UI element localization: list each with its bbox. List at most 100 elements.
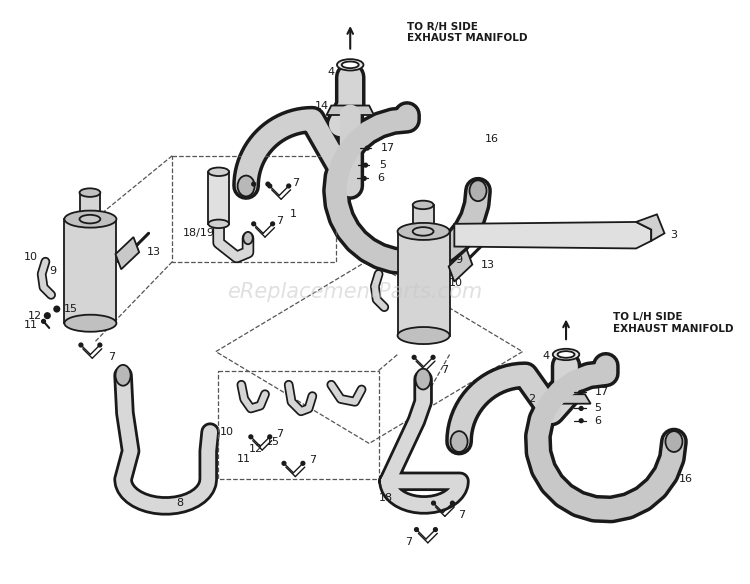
Ellipse shape	[337, 59, 364, 71]
Ellipse shape	[398, 223, 449, 240]
Text: 9: 9	[50, 266, 56, 276]
Text: 7: 7	[309, 456, 316, 465]
Text: 11: 11	[24, 320, 38, 330]
Text: 15: 15	[64, 304, 77, 314]
Circle shape	[579, 391, 583, 394]
Text: 3: 3	[670, 230, 677, 240]
Polygon shape	[542, 394, 591, 404]
Circle shape	[365, 146, 369, 150]
Ellipse shape	[64, 315, 116, 332]
Text: 2: 2	[529, 394, 536, 404]
Circle shape	[44, 313, 50, 318]
Circle shape	[252, 182, 256, 186]
Text: 7: 7	[276, 429, 283, 439]
Text: 18/19: 18/19	[183, 228, 214, 238]
Bar	[80, 193, 100, 221]
Circle shape	[364, 164, 368, 167]
Text: 17: 17	[380, 143, 394, 153]
Ellipse shape	[209, 220, 229, 228]
Text: 14: 14	[315, 100, 329, 110]
Ellipse shape	[553, 349, 579, 360]
Text: 12: 12	[248, 444, 262, 454]
Text: 17: 17	[595, 387, 608, 397]
Text: 7: 7	[441, 364, 448, 374]
Circle shape	[98, 343, 102, 347]
Text: TO L/H SIDE
EXHAUST MANIFOLD: TO L/H SIDE EXHAUST MANIFOLD	[614, 312, 734, 334]
Bar	[217, 371, 379, 479]
Circle shape	[54, 306, 60, 312]
Text: 7: 7	[458, 510, 466, 520]
Text: 7: 7	[276, 216, 283, 226]
Ellipse shape	[416, 369, 430, 390]
Bar	[172, 156, 336, 262]
Text: 10: 10	[24, 252, 38, 262]
Circle shape	[362, 176, 366, 180]
Text: 1: 1	[290, 210, 297, 220]
Text: 12: 12	[28, 311, 42, 321]
Text: 6: 6	[377, 173, 385, 183]
Polygon shape	[636, 214, 664, 241]
Circle shape	[579, 419, 583, 423]
Ellipse shape	[665, 431, 682, 452]
Circle shape	[415, 528, 419, 531]
Ellipse shape	[238, 176, 254, 196]
Text: 15: 15	[266, 437, 280, 447]
Text: 16: 16	[485, 134, 500, 144]
Text: 6: 6	[595, 416, 602, 426]
Bar	[64, 219, 116, 323]
Polygon shape	[326, 106, 374, 115]
Text: 18: 18	[380, 493, 393, 503]
Bar	[413, 205, 434, 234]
Circle shape	[432, 501, 436, 505]
Circle shape	[433, 528, 437, 531]
Ellipse shape	[243, 232, 253, 244]
Ellipse shape	[209, 168, 229, 176]
Text: 9: 9	[455, 255, 463, 265]
Ellipse shape	[116, 365, 130, 385]
Text: 4: 4	[328, 67, 334, 78]
Text: eReplacementParts.com: eReplacementParts.com	[227, 282, 482, 302]
Bar	[209, 172, 229, 224]
Text: 8: 8	[176, 498, 184, 508]
Circle shape	[413, 356, 416, 359]
Circle shape	[266, 182, 270, 186]
Circle shape	[451, 501, 454, 505]
Circle shape	[249, 435, 253, 439]
Text: 13: 13	[481, 259, 494, 270]
Text: 13: 13	[147, 247, 161, 257]
Circle shape	[42, 319, 46, 323]
Text: 11: 11	[237, 454, 251, 464]
Circle shape	[268, 435, 272, 439]
Text: 4: 4	[542, 352, 550, 361]
Bar	[398, 231, 449, 336]
Text: 7: 7	[292, 178, 299, 188]
Text: TO R/H SIDE
EXHAUST MANIFOLD: TO R/H SIDE EXHAUST MANIFOLD	[407, 22, 527, 43]
Text: 7: 7	[405, 537, 412, 547]
Circle shape	[301, 461, 304, 465]
Text: 16: 16	[680, 474, 693, 484]
Circle shape	[79, 343, 82, 347]
Circle shape	[252, 222, 256, 226]
Ellipse shape	[398, 327, 449, 344]
Ellipse shape	[342, 61, 358, 68]
Circle shape	[271, 222, 274, 226]
Ellipse shape	[557, 351, 574, 358]
Ellipse shape	[451, 431, 467, 452]
Polygon shape	[448, 249, 472, 281]
Circle shape	[268, 184, 272, 188]
Circle shape	[282, 461, 286, 465]
Text: 7: 7	[108, 352, 115, 362]
Text: 10: 10	[220, 427, 234, 437]
Ellipse shape	[413, 227, 434, 236]
Ellipse shape	[64, 211, 116, 228]
Circle shape	[286, 184, 290, 188]
Ellipse shape	[470, 180, 487, 201]
Text: 5: 5	[595, 404, 602, 413]
Circle shape	[579, 406, 583, 411]
Text: 10: 10	[449, 279, 464, 288]
Ellipse shape	[413, 201, 434, 209]
Polygon shape	[454, 222, 651, 248]
Circle shape	[431, 356, 435, 359]
Ellipse shape	[80, 189, 100, 197]
Polygon shape	[116, 237, 140, 269]
